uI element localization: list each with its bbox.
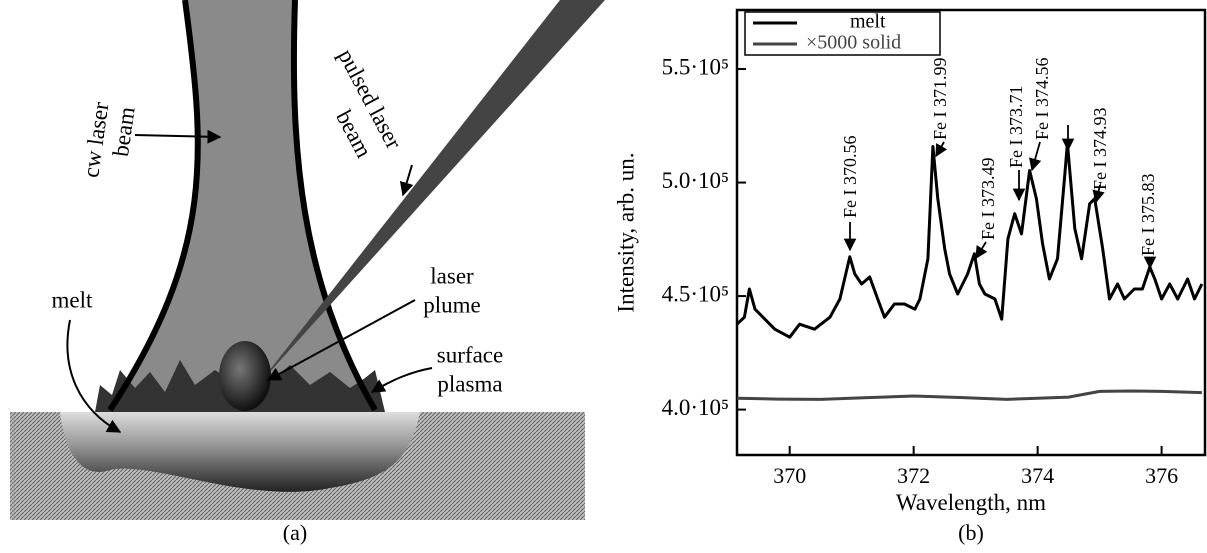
series-line — [737, 391, 1202, 399]
legend-label: ×5000 solid — [806, 32, 901, 54]
x-tick-label: 372 — [897, 463, 930, 488]
annotation: Fe I 373.71 — [1006, 86, 1026, 169]
annotation-arrow — [1032, 142, 1040, 170]
pulsed-beam — [258, 0, 605, 385]
y-axis-title: Intensity, arb. un. — [613, 152, 638, 312]
x-tick-label: 376 — [1145, 463, 1178, 488]
annotation: Fe I 373.49 — [978, 158, 998, 241]
figure: 370 372 374 376 4.0·10⁵ 4.5·10⁵ 5.0·10⁵ 5.5·10⁵… — [0, 0, 1207, 548]
y-tick-label: 5.5·10⁵ — [662, 54, 729, 79]
y-tick-label: 4.5·10⁵ — [662, 281, 729, 306]
chart: 370 372 374 376 4.0·10⁵ 4.5·10⁵ 5.0·10⁵ 5.5·10⁵… — [613, 10, 1205, 545]
x-tick-label: 374 — [1021, 463, 1054, 488]
laser-plume — [219, 341, 271, 411]
x-tick-label: 370 — [773, 463, 806, 488]
annotation-arrow — [936, 142, 944, 156]
diagram-label: surface — [437, 342, 503, 367]
y-tick-label: 5.0·10⁵ — [662, 168, 729, 193]
caption: (a) — [283, 520, 307, 545]
diagram — [10, 0, 605, 520]
x-axis-title: Wavelength, nm — [896, 490, 1046, 515]
diagram-label: laser — [430, 263, 474, 288]
annotation: Fe I 371.99 — [930, 58, 950, 141]
annotation: Fe I 370.56 — [840, 136, 860, 219]
diagram-label: beam — [108, 105, 140, 158]
annotation-arrow — [976, 242, 986, 258]
annotation: Fe I 374.56 — [1032, 58, 1052, 141]
series-line — [737, 143, 1202, 337]
diagram-label: plume — [423, 292, 481, 317]
arrow — [372, 368, 432, 392]
y-tick-label: 4.0·10⁵ — [662, 395, 729, 420]
diagram-label: melt — [52, 287, 93, 312]
annotation: Fe I 374.93 — [1090, 108, 1110, 191]
annotation: Fe I 375.83 — [1138, 174, 1158, 257]
diagram-label: plasma — [437, 371, 502, 396]
plot-frame — [737, 10, 1205, 455]
caption: (b) — [958, 520, 984, 545]
diagram-label: cw laser — [78, 100, 113, 179]
legend-label: melt — [850, 11, 886, 33]
